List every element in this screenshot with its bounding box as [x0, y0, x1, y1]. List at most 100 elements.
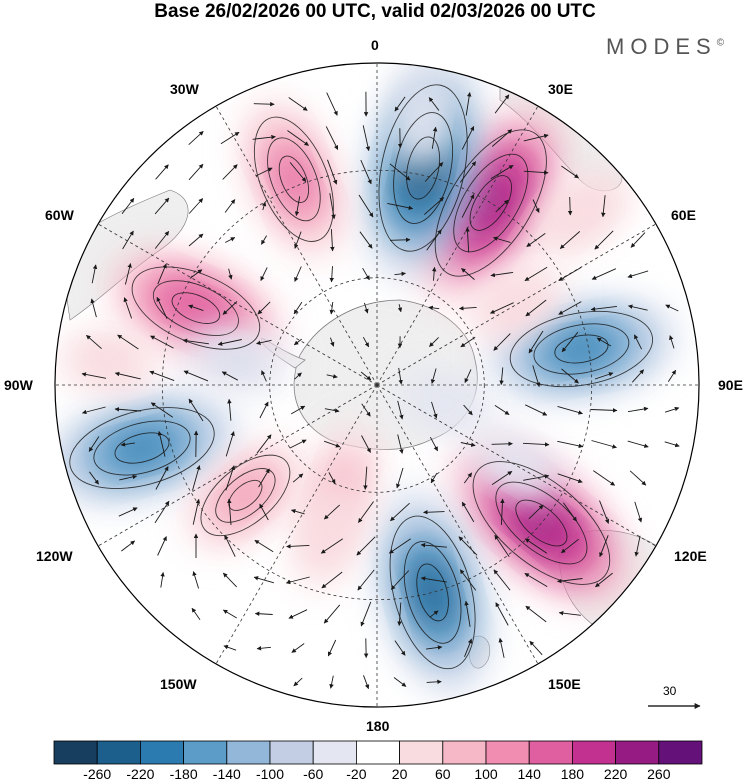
wind-arrow [429, 337, 439, 347]
wind-arrow [188, 233, 204, 247]
wind-arrow [494, 534, 510, 558]
anomaly-band [568, 199, 597, 226]
wind-arrow [288, 97, 308, 111]
wind-arrow [558, 267, 582, 281]
wind-arrow [490, 164, 514, 180]
contour-ring [469, 175, 512, 231]
wind-arrow [397, 400, 404, 420]
wind-arrow [631, 369, 645, 383]
wind-arrow [665, 304, 679, 312]
wind-arrow [460, 336, 476, 348]
wind-arrow [294, 266, 302, 282]
wind-arrow [227, 398, 232, 421]
wind-arrow [524, 573, 548, 587]
wind-arrow [629, 470, 647, 486]
wind-arrow [362, 125, 371, 152]
wind-arrow [560, 538, 579, 554]
anomaly-contour [472, 461, 611, 585]
graticule [55, 63, 699, 707]
wind-arrow [121, 540, 136, 552]
modes-logo: MODES© [606, 34, 724, 60]
colorbar-tick-label: -20 [346, 766, 367, 782]
wind-arrow [259, 401, 269, 419]
colorbar-tick-label: -60 [303, 766, 324, 782]
contour-ring [131, 266, 261, 350]
wind-arrow [124, 263, 132, 285]
wind-arrow [396, 467, 404, 489]
colorbar-tick-label: -140 [212, 766, 241, 782]
wind-arrow [498, 637, 505, 658]
wind-arrow [557, 473, 583, 484]
wind-arrow [528, 504, 544, 520]
wind-arrow [526, 233, 546, 247]
wind-arrow [222, 301, 238, 315]
wind-arrow [458, 306, 477, 311]
wind-arrow [192, 498, 201, 525]
colorbar-swatch [183, 740, 228, 765]
wind-arrow [188, 130, 204, 146]
wind-arrow [114, 407, 142, 412]
contour-ring [509, 310, 654, 388]
contour-ring [278, 155, 310, 203]
colorbar-swatch [399, 740, 444, 765]
wind-arrow [224, 199, 236, 213]
wind-arrow [119, 474, 138, 481]
colorbar-tick-label: 260 [647, 766, 671, 782]
colorbar-tick-label: 20 [391, 766, 408, 782]
wind-arrow [394, 271, 406, 277]
wind-arrow [254, 611, 273, 616]
wind-arrow [525, 605, 547, 623]
wind-arrow [461, 501, 475, 523]
anomaly-cell [534, 168, 631, 257]
brand-mark: © [716, 37, 725, 49]
wind-arrow [361, 403, 371, 417]
wind-arrow [358, 194, 374, 218]
wind-arrow [430, 436, 438, 452]
wind-arrow [294, 231, 302, 249]
anomaly-cell [467, 267, 566, 342]
wind-arrow [528, 330, 544, 354]
wind-arrow [363, 466, 368, 490]
wind-arrow [397, 602, 402, 626]
wind-arrow [261, 235, 267, 245]
contour-ring [267, 137, 321, 222]
colorbar-swatch [312, 740, 357, 765]
wind-arrow [429, 610, 439, 618]
wind-arrow [290, 405, 306, 415]
wind-arrow [561, 165, 579, 179]
wind-arrow [122, 230, 134, 250]
wind-arrow [326, 92, 338, 116]
wind-arrow [362, 336, 370, 348]
wind-arrow [288, 609, 308, 619]
wind-arrow [557, 405, 583, 415]
wind-arrow [529, 640, 543, 656]
contour-ring [406, 136, 441, 200]
wind-arrow [627, 406, 649, 413]
colorbar-tick-label: 140 [517, 766, 541, 782]
lon-label-60w: 60W [45, 207, 74, 223]
wind-arrow [634, 535, 641, 557]
colorbar-tick-label: 60 [435, 766, 451, 782]
wind-arrow [157, 536, 167, 556]
colorbar-swatch [96, 740, 141, 765]
wind-arrow [256, 434, 272, 454]
wind-arrow [154, 231, 170, 249]
anomaly-band [430, 393, 462, 414]
wind-arrow [120, 442, 135, 447]
wind-arrow [523, 474, 550, 481]
contour-ring [152, 280, 239, 336]
wind-arrow [150, 335, 174, 349]
wind-arrow [561, 368, 579, 384]
anomaly-cell [392, 67, 455, 175]
wind-arrow [329, 675, 334, 689]
wind-arrow [191, 607, 201, 621]
wind-arrow [627, 304, 648, 311]
wind-arrow [363, 302, 369, 314]
wind-arrow [557, 578, 583, 584]
wind-arrow [257, 301, 271, 315]
wind-arrow [525, 404, 548, 416]
colorbar-tick-label: -100 [255, 766, 285, 782]
wind-arrow [524, 266, 548, 282]
wind-arrow [154, 500, 170, 524]
lon-label-150w: 150W [160, 676, 197, 692]
